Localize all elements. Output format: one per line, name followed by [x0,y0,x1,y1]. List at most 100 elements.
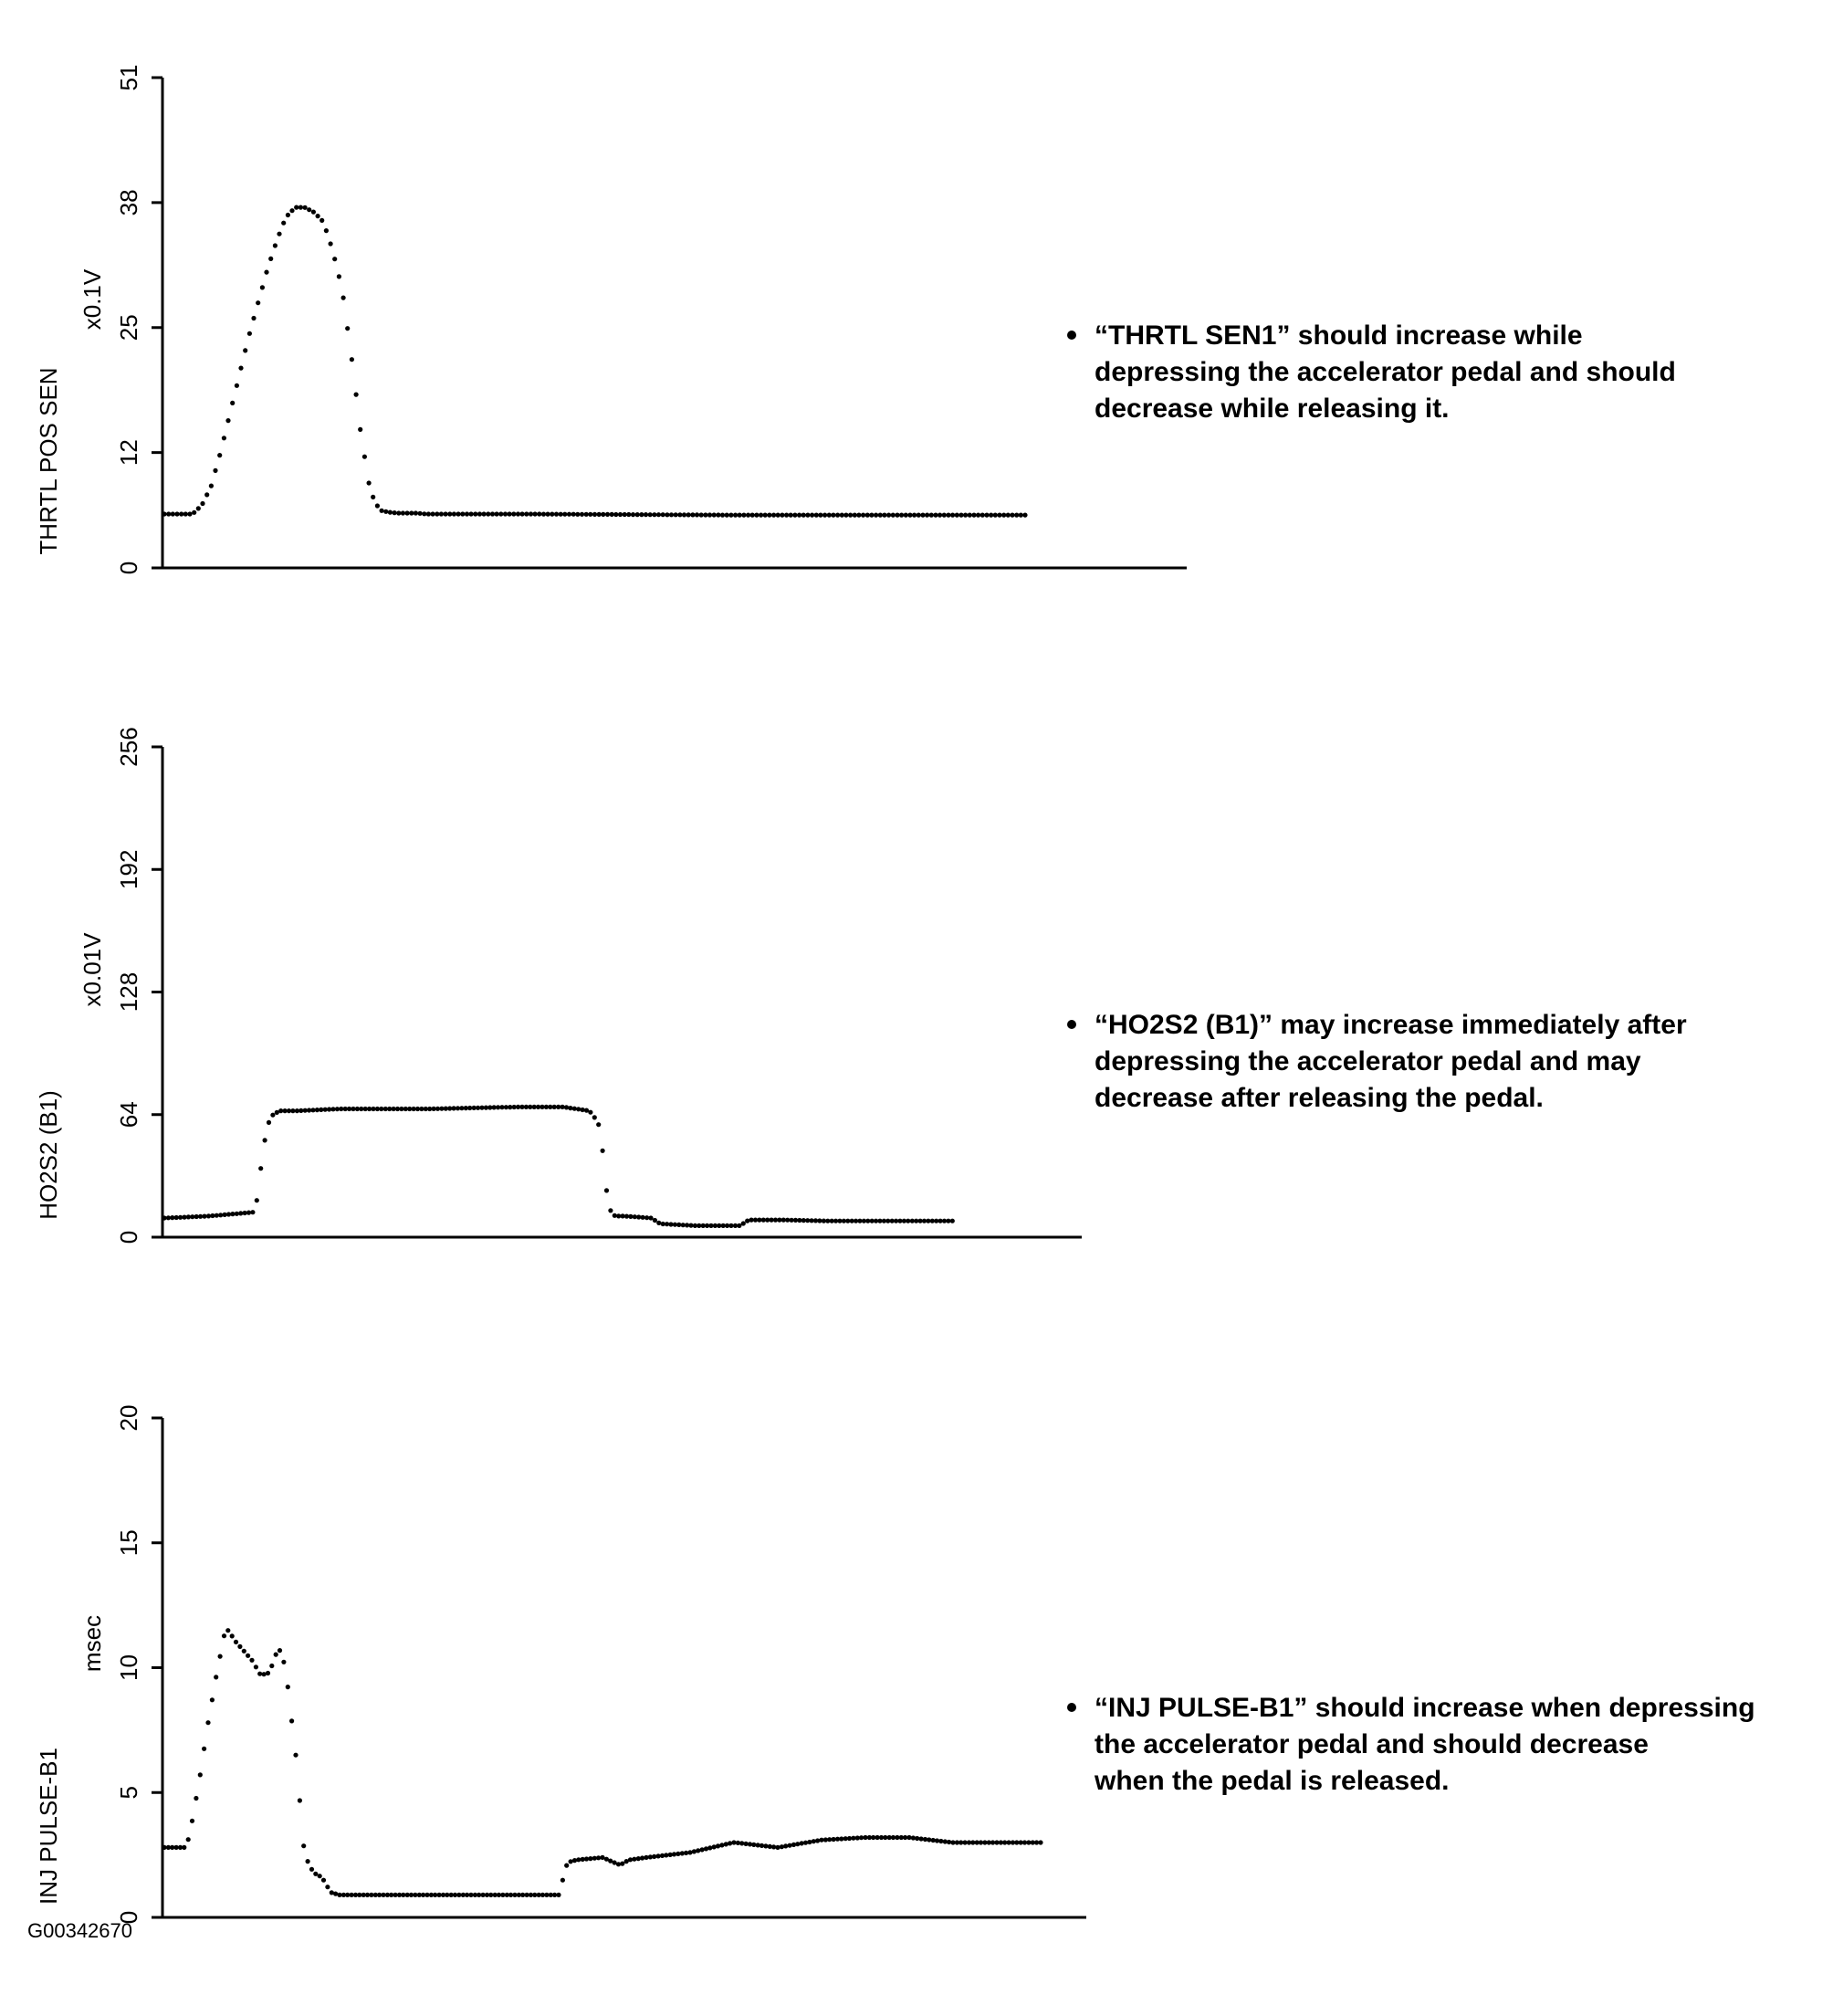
data-point [359,1106,364,1112]
data-point [705,1223,710,1228]
data-point [498,511,504,517]
data-point [831,1836,836,1843]
data-point [877,1218,883,1223]
data-point [528,511,534,517]
data-point [592,511,598,518]
data-point [481,511,487,517]
data-point [285,1685,290,1690]
data-point [166,511,172,517]
data-point [719,1843,725,1848]
data-point [281,1659,287,1664]
data-point [640,1855,645,1861]
data-point [257,1671,263,1676]
data-point [274,1109,279,1115]
data-point [1030,1840,1035,1845]
data-point [502,511,508,517]
data-point [209,1697,215,1703]
y-tick-label: 128 [115,972,142,1012]
data-point [656,1220,662,1225]
data-point [921,1218,927,1223]
y-tick-label: 20 [115,1405,142,1432]
data-point [791,1842,797,1847]
data-point [799,1841,804,1846]
data-point [613,511,619,518]
data-point [1018,512,1023,518]
data-point [366,480,372,486]
data-point [162,1215,167,1221]
data-point [918,1836,924,1842]
data-point [285,212,290,218]
data-point [667,1852,673,1857]
data-point [632,1856,637,1862]
data-point [428,1892,434,1897]
data-point [503,1105,509,1110]
data-point [301,1843,307,1849]
data-point [603,1188,610,1193]
data-point [266,1119,272,1125]
data-point [937,512,943,518]
data-point [436,1892,442,1897]
data-point [681,512,687,518]
data-point [261,1672,267,1677]
data-point [687,1850,693,1855]
data-point [202,1746,207,1751]
annotation-line-3: decrease while releasing it. [1095,394,1450,424]
data-point [516,1892,522,1897]
data-point [739,1841,745,1846]
data-point [374,503,380,509]
data-point [491,1105,497,1110]
data-point [751,1842,757,1847]
data-point [472,1892,478,1897]
figure-id: G00342670 [27,1919,132,1942]
data-point [698,512,704,518]
data-point [165,1844,171,1850]
data-point [372,1892,378,1897]
data-point [198,1213,204,1219]
data-point [643,512,649,518]
data-point [616,1213,622,1219]
data-point [930,1837,936,1843]
data-point [805,1218,811,1223]
data-point [494,511,499,517]
data-point [644,1215,650,1221]
data-point [644,1854,649,1860]
data-point [979,512,985,518]
data-point [194,1795,199,1801]
data-point [588,1109,593,1115]
data-point [479,1105,485,1110]
y-tick-label: 10 [115,1654,142,1681]
data-point [890,1834,896,1841]
injector-pulse-panel: INJ PULSE-B1 msec 0 5 10 15 20 “INJ PULSE-B1… [35,1405,1755,1925]
data-point [422,511,427,517]
data-point [854,1835,860,1841]
data-point [861,512,866,518]
y-tick-label: 5 [115,1786,142,1799]
data-point [596,511,602,518]
data-point [438,511,444,517]
data-points [162,1104,955,1228]
data-point [564,1863,570,1868]
data-point [259,285,265,290]
data-point [745,1218,750,1223]
data-point [797,512,802,518]
data-point [307,207,312,213]
data-point [205,1213,212,1219]
data-point [963,512,969,518]
data-point [780,512,785,518]
data-point [265,1670,271,1676]
data-point [636,1214,642,1220]
data-point [1038,1840,1043,1845]
data-point [515,511,521,517]
data-point [424,1892,430,1897]
data-point [384,1892,390,1897]
y-tick-label: 0 [115,1231,142,1244]
data-point [767,1843,772,1849]
data-point [536,1892,541,1897]
data-point [652,1853,657,1859]
data-point [381,1892,386,1897]
data-point [330,1107,336,1112]
data-point [655,1853,661,1859]
data-point [846,1835,853,1842]
data-point [700,1223,706,1228]
data-point [934,1218,939,1223]
